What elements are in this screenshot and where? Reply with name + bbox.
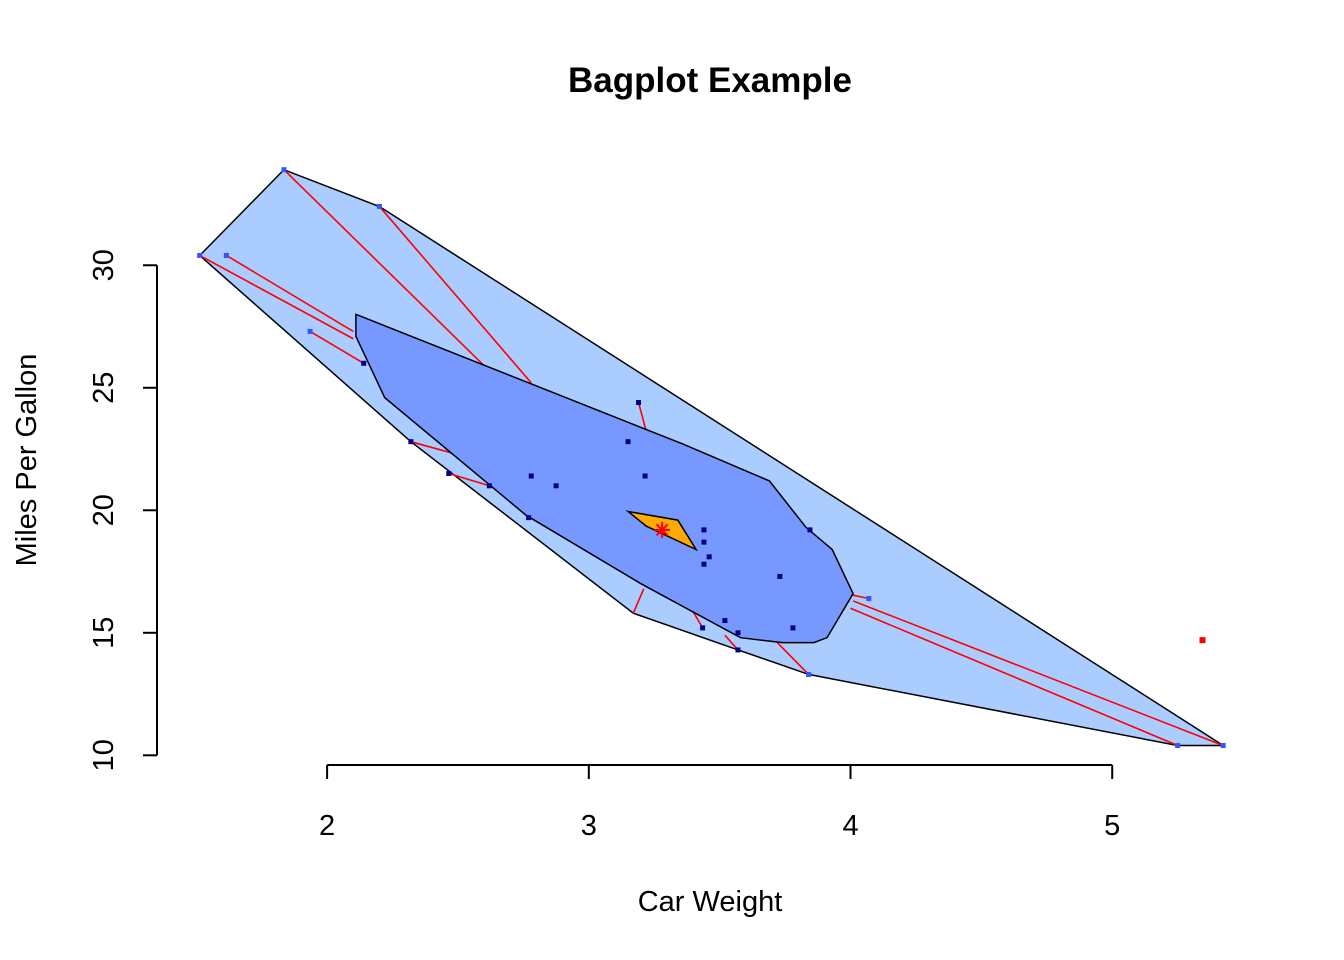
loop-point [281,167,287,173]
whisker-line [199,254,354,340]
whisker-line [852,600,1224,747]
whisker-line [637,402,648,433]
bag-point [790,625,796,631]
y-axis-label: Miles Per Gallon [11,354,43,567]
y-tick-label: 20 [88,494,120,526]
y-tick-label: 15 [88,617,120,649]
loop-point [1220,742,1226,748]
center-marker-stroke [655,523,669,537]
x-tick-label: 5 [1104,810,1120,842]
bag-point [553,483,559,489]
bag-point [700,625,706,631]
plot-area [197,167,1226,748]
bag-point [408,439,414,445]
y-tick-label: 10 [88,739,120,771]
loop-point [197,252,203,258]
bag-point [625,439,631,445]
whisker-line [378,205,532,384]
bag-point [446,471,452,477]
bag-point [735,630,741,636]
whisker-line [448,472,490,487]
x-tick-label: 3 [581,810,597,842]
loop-point [223,252,229,258]
x-axis-label: Car Weight [638,886,783,918]
y-tick-label: 25 [88,372,120,404]
bag-point [361,360,367,366]
bag-point [735,647,741,653]
x-tick-label: 4 [842,810,858,842]
loop-point [866,595,872,601]
bag-point [722,618,728,624]
x-tick-label: 2 [319,810,335,842]
whisker-line [309,330,365,364]
y-tick-label: 30 [88,249,120,281]
loop-point [1175,742,1181,748]
whisker-line [225,254,354,333]
bag-point [642,473,648,479]
bag-point [528,473,534,479]
bag-point [777,573,783,579]
bag-point [807,527,813,533]
loop-point [307,328,313,334]
bag-point [706,554,712,560]
bag-region [355,313,854,644]
loop-point [806,671,812,677]
bag-point [636,399,642,405]
bag-point [486,483,492,489]
whisker-line [410,440,456,455]
whisker-line [632,588,645,614]
bag-point [701,527,707,533]
bag-point [701,561,707,567]
bag-point [701,539,707,545]
outlier-point [1199,637,1206,644]
loop-point [376,203,382,209]
axes: 2 3 4 5 10 15 20 25 30 [88,249,1120,842]
chart-title: Bagplot Example [568,61,852,100]
whisker-line [283,169,485,367]
whisker-line [776,642,810,676]
whisker-line [850,607,1178,747]
bag-point [526,515,532,521]
